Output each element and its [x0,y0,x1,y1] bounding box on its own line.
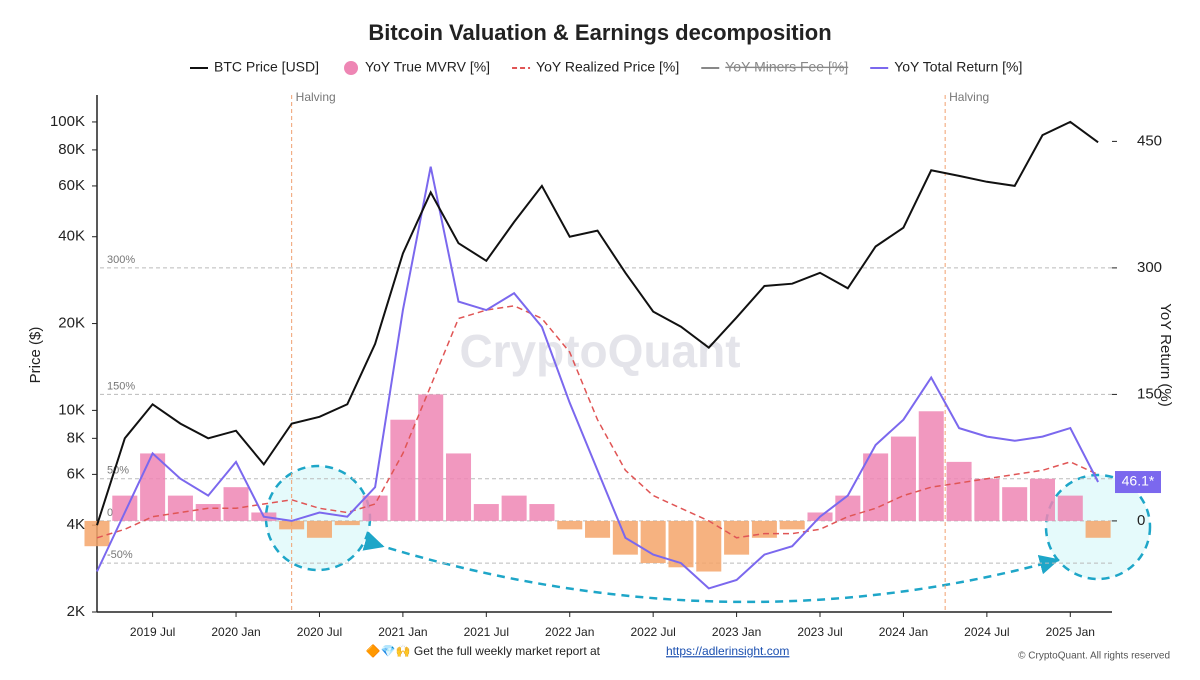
legend-label[interactable]: YoY True MVRV [%] [365,59,490,75]
y-tick-label: 8K [67,429,85,446]
highlight-circle [264,464,372,572]
mvrv-bar [751,520,777,538]
mvrv-bar [696,520,722,572]
last-value-label: 46.1* [1122,473,1155,489]
mvrv-bar [890,436,916,521]
mvrv-bar [279,520,305,530]
mvrv-bar [334,520,360,526]
y-tick-label: 20K [58,315,85,332]
mvrv-bar [306,520,332,538]
series-line [96,166,1099,590]
series-line [96,305,1099,539]
chart-title: Bitcoin Valuation & Earnings decompositi… [368,20,831,45]
copyright: © CryptoQuant. All rights reserved [1018,651,1170,662]
y2-tick-label: 300 [1137,259,1162,276]
x-tick-label: 2023 Jul [797,625,842,639]
mvrv-bar [501,495,527,521]
mvrv-bar [640,520,666,564]
grid-label: 300% [107,254,135,266]
comparison-arrow [362,531,1060,604]
y-tick-label: 40K [58,228,85,245]
grid-label: 0 [107,507,113,519]
footer-text: 🔶💎🙌 Get the full weekly market report at [366,644,601,658]
watermark: CryptoQuant [459,325,740,377]
y-tick-label: 6K [67,465,85,482]
mvrv-bar [1029,478,1055,521]
y-tick-label: 4K [67,516,85,533]
grid-label: -50% [107,549,133,561]
mvrv-bar [835,495,861,521]
x-tick-label: 2021 Jan [378,625,427,639]
last-value-badge [1115,471,1161,494]
mvrv-bar [1002,487,1028,521]
halving-label: Halving [296,90,336,104]
halving-label: Halving [949,90,989,104]
mvrv-bar [167,495,193,521]
mvrv-bar [585,520,611,538]
mvrv-bar [195,504,221,521]
legend-swatch [344,61,359,75]
mvrv-bar [362,495,388,521]
series-line [96,120,1099,526]
x-tick-label: 2024 Jul [964,625,1009,639]
y-tick-label: 80K [58,141,85,158]
y2-tick-label: 150 [1137,385,1162,402]
plot-area: 2K 4K 6K 8K 10K 20K 40K 60K 80K 100K 0 150 300 450 300… [50,90,1162,639]
mvrv-bar [529,504,555,521]
footer-link[interactable]: https://adlerinsight.com [666,644,789,658]
mvrv-bar [1085,520,1111,538]
legend-label[interactable]: BTC Price [USD] [214,59,319,75]
y-tick-label: 10K [58,401,85,418]
mvrv-bar [863,453,889,521]
grid-label: 150% [107,380,135,392]
y-axis-title: Price ($) [27,327,44,384]
x-tick-label: 2022 Jul [630,625,675,639]
legend-label[interactable]: YoY Realized Price [%] [536,59,679,75]
mvrv-bar [974,478,1000,521]
y2-tick-label: 0 [1137,512,1145,529]
y2-axis-title: YoY Return (%) [1157,303,1174,406]
mvrv-bar [223,487,249,521]
x-tick-label: 2023 Jan [712,625,761,639]
legend-label[interactable]: YoY Miners Fee [%] [725,59,848,75]
mvrv-bar [557,520,583,530]
x-tick-label: 2020 Jul [297,625,342,639]
grid-label: 50% [107,465,129,477]
mvrv-bar [140,453,166,521]
mvrv-bar [418,394,444,521]
x-tick-label: 2022 Jan [545,625,594,639]
mvrv-bar [112,495,138,521]
y2-tick-label: 450 [1137,132,1162,149]
x-tick-label: 2024 Jan [879,625,928,639]
y-tick-label: 2K [67,603,85,620]
mvrv-bar [1057,495,1083,521]
mvrv-bar [779,520,805,530]
x-tick-label: 2019 Jul [130,625,175,639]
mvrv-bar [918,411,944,521]
y-tick-label: 60K [58,177,85,194]
mvrv-bar [473,504,499,521]
mvrv-bar [946,461,972,521]
legend-label[interactable]: YoY Total Return [%] [894,59,1022,75]
x-tick-label: 2025 Jan [1046,625,1095,639]
x-tick-label: 2020 Jan [211,625,260,639]
mvrv-bar [445,453,472,521]
x-tick-label: 2021 Jul [464,625,509,639]
mvrv-bar [390,419,416,521]
y-tick-label: 100K [50,113,85,130]
